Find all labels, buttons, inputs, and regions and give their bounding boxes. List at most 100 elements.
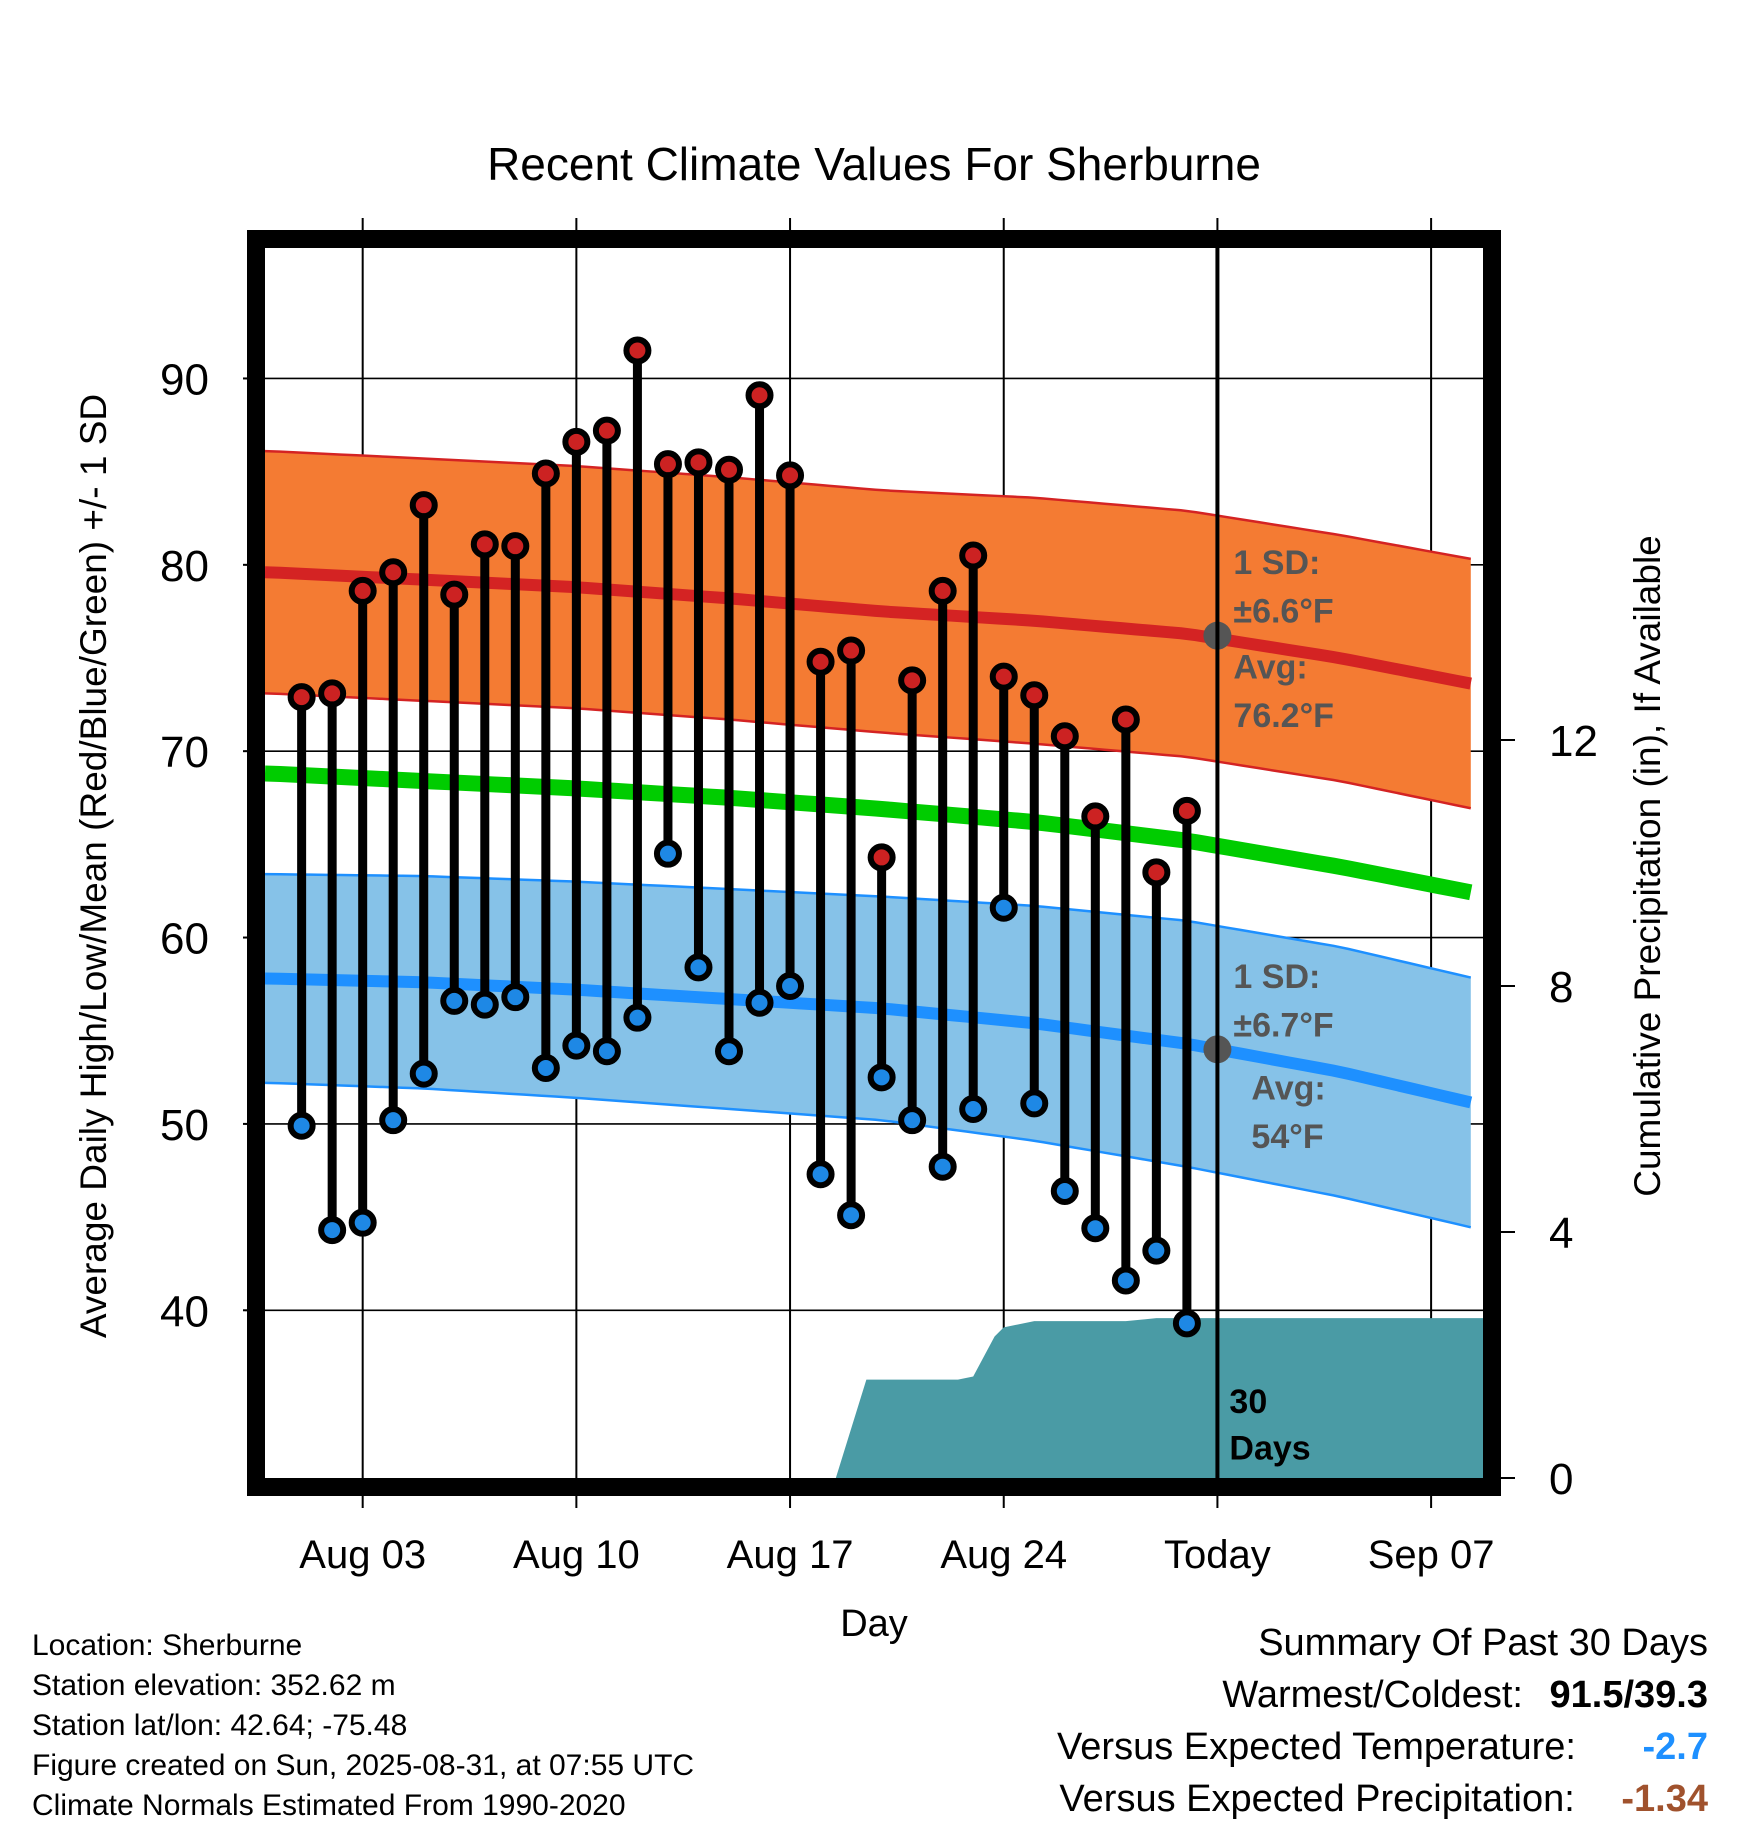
temp-value: -2.7 bbox=[1642, 1726, 1708, 1768]
summary-precipitation: Versus Expected Precipitation: -1.34 bbox=[1057, 1778, 1708, 1830]
low-point bbox=[715, 1037, 743, 1066]
y-axis-label-right: Cumulative Precipitation (in), If Availa… bbox=[1627, 535, 1668, 1197]
info-elevation: Station elevation: 352.62 m bbox=[32, 1669, 396, 1702]
low-avg-value: 54°F bbox=[1251, 1118, 1323, 1156]
low-point bbox=[959, 1095, 988, 1123]
low-point bbox=[1111, 1266, 1140, 1295]
chart-title: Recent Climate Values For Sherburne bbox=[487, 138, 1261, 190]
high-point bbox=[989, 662, 1018, 691]
low-sd-band bbox=[265, 874, 1471, 1228]
low-point bbox=[501, 983, 530, 1012]
x-tick-label: Aug 10 bbox=[513, 1533, 640, 1577]
low-point bbox=[1172, 1309, 1201, 1338]
y-tick-label-right: 4 bbox=[1549, 1209, 1573, 1258]
low-point bbox=[653, 839, 682, 868]
info-normals: Climate Normals Estimated From 1990-2020 bbox=[32, 1789, 626, 1822]
y-tick-label-left: 40 bbox=[160, 1287, 209, 1336]
summary-temperature: Versus Expected Temperature: -2.7 bbox=[1057, 1726, 1708, 1778]
high-avg-label: Avg: bbox=[1233, 649, 1307, 687]
summary-warm-cold: Warmest/Coldest: 91.5/39.3 bbox=[1057, 1674, 1708, 1726]
low-point bbox=[348, 1208, 377, 1237]
low-point bbox=[318, 1216, 347, 1245]
days-word: Days bbox=[1229, 1429, 1310, 1467]
info-latlon: Station lat/lon: 42.64; -75.48 bbox=[32, 1709, 408, 1742]
high-point bbox=[1111, 705, 1140, 734]
x-tick-label: Today bbox=[1164, 1533, 1271, 1577]
high-point bbox=[898, 666, 927, 695]
high-sd-label: 1 SD: bbox=[1233, 544, 1320, 582]
high-point bbox=[379, 558, 408, 587]
high-point bbox=[409, 491, 438, 520]
x-tick-label: Aug 03 bbox=[299, 1533, 426, 1577]
x-tick-label: Aug 17 bbox=[727, 1533, 854, 1577]
high-point bbox=[1142, 858, 1171, 887]
low-point bbox=[684, 953, 713, 982]
high-point bbox=[348, 576, 377, 605]
station-info: Location: Sherburne Station elevation: 3… bbox=[32, 1626, 694, 1826]
y-tick-label-right: 0 bbox=[1549, 1455, 1573, 1504]
high-point bbox=[684, 448, 713, 477]
summary-title: Summary Of Past 30 Days bbox=[1258, 1622, 1708, 1664]
info-location: Location: Sherburne bbox=[32, 1629, 303, 1662]
axes: 40 50 60 70 80 90 0 4 8 12 Aug 03 Aug 10 Aug 17 Aug 2… bbox=[160, 284, 1598, 1577]
high-point bbox=[745, 381, 774, 410]
high-point bbox=[715, 455, 743, 484]
high-point bbox=[653, 450, 682, 479]
y-tick-label-left: 70 bbox=[160, 728, 209, 777]
high-point bbox=[776, 461, 805, 490]
plot-frame bbox=[247, 230, 1501, 1496]
y-tick-label-left: 80 bbox=[160, 542, 209, 591]
x-tick-label: Sep 07 bbox=[1368, 1533, 1495, 1577]
y-tick-label-right: 12 bbox=[1549, 717, 1598, 766]
low-point bbox=[592, 1037, 621, 1066]
temp-label: Versus Expected Temperature: bbox=[1057, 1726, 1576, 1768]
high-point bbox=[531, 459, 560, 488]
annotations: 1 SD: ±6.6°F Avg: 76.2°F 1 SD: ±6.7°F Av… bbox=[1229, 544, 1334, 1467]
high-point bbox=[318, 679, 347, 708]
high-point bbox=[562, 427, 591, 456]
low-point bbox=[623, 1003, 652, 1032]
high-point bbox=[287, 683, 316, 712]
high-sd-lower-line bbox=[265, 692, 1472, 810]
low-sd-value: ±6.7°F bbox=[1233, 1006, 1333, 1044]
low-point bbox=[867, 1063, 896, 1092]
high-point bbox=[1172, 796, 1201, 825]
low-point bbox=[806, 1160, 835, 1189]
daily-markers bbox=[287, 336, 1232, 1338]
high-sd-band bbox=[265, 451, 1471, 809]
low-point bbox=[562, 1031, 591, 1060]
summary-panel: Summary Of Past 30 Days Warmest/Coldest:… bbox=[1057, 1622, 1708, 1830]
high-point bbox=[440, 580, 469, 609]
precip-label: Versus Expected Precipitation: bbox=[1059, 1778, 1575, 1820]
low-point bbox=[1142, 1236, 1171, 1265]
low-point bbox=[287, 1111, 316, 1140]
info-created: Figure created on Sun, 2025-08-31, at 07… bbox=[32, 1749, 695, 1782]
x-tick-label: Aug 24 bbox=[940, 1533, 1067, 1577]
high-sd-upper-line bbox=[265, 449, 1472, 561]
high-point bbox=[1050, 722, 1079, 751]
warm-cold-label: Warmest/Coldest: bbox=[1222, 1674, 1523, 1716]
low-sd-upper-line bbox=[265, 872, 1472, 979]
high-avg-line bbox=[265, 566, 1472, 690]
low-point bbox=[989, 893, 1018, 922]
warm-cold-value: 91.5/39.3 bbox=[1549, 1674, 1708, 1716]
low-point bbox=[928, 1152, 957, 1181]
precipitation-area bbox=[835, 1318, 1483, 1478]
high-point bbox=[1020, 681, 1049, 710]
low-point bbox=[379, 1106, 408, 1135]
high-point bbox=[470, 530, 499, 559]
low-point bbox=[1050, 1177, 1079, 1205]
high-point bbox=[806, 647, 835, 676]
low-point bbox=[745, 988, 774, 1017]
low-sd-label: 1 SD: bbox=[1233, 958, 1320, 996]
days-count: 30 bbox=[1229, 1383, 1267, 1421]
x-axis-label: Day bbox=[840, 1603, 908, 1645]
high-point bbox=[592, 416, 621, 445]
high-point bbox=[867, 843, 896, 872]
low-sd-lower-line bbox=[265, 1081, 1472, 1229]
high-point bbox=[501, 532, 530, 561]
low-point bbox=[837, 1201, 866, 1230]
low-point bbox=[776, 972, 805, 1000]
low-avg-line bbox=[265, 972, 1473, 1109]
